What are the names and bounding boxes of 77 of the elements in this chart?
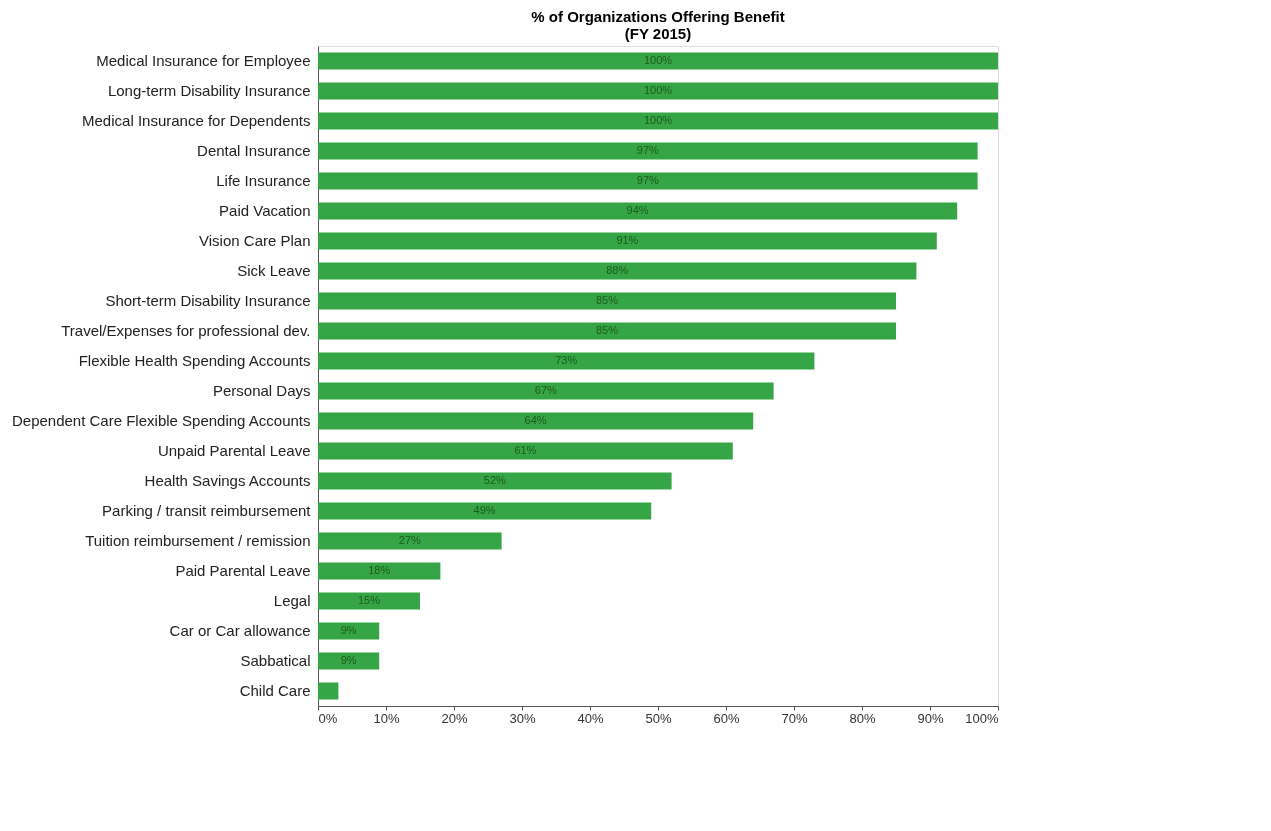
x-tick-label: 50% xyxy=(645,710,672,726)
data-label: 100% xyxy=(643,54,673,66)
y-tick-label: Health Savings Accounts xyxy=(144,472,311,489)
x-tick-label: 30% xyxy=(509,710,536,726)
bar xyxy=(318,352,815,370)
x-tick-label: 20% xyxy=(441,710,468,726)
bar xyxy=(318,322,896,340)
bar xyxy=(318,592,420,610)
x-tick-label: 70% xyxy=(781,710,808,726)
data-label: 85% xyxy=(595,324,619,336)
bar xyxy=(318,262,917,280)
data-label: 97% xyxy=(636,174,660,186)
x-tick-label: 0% xyxy=(318,710,338,726)
y-tick-label: Parking / transit reimbursement xyxy=(102,502,312,519)
bar xyxy=(318,52,998,70)
y-tick-label: Vision Care Plan xyxy=(199,232,311,249)
bar xyxy=(318,682,339,700)
y-tick-label: Sick Leave xyxy=(237,262,311,279)
bar xyxy=(318,472,672,490)
y-tick-label: Tuition reimbursement / remission xyxy=(85,532,311,549)
y-tick-label: Medical Insurance for Employee xyxy=(96,52,311,69)
data-label: 97% xyxy=(636,144,660,156)
data-label: 52% xyxy=(483,474,507,486)
y-tick-label: Sabbatical xyxy=(240,652,311,669)
bar xyxy=(318,142,978,160)
bar xyxy=(318,232,937,250)
x-tick-label: 10% xyxy=(373,710,400,726)
bar xyxy=(318,532,502,550)
data-label: 64% xyxy=(524,414,547,426)
bar xyxy=(318,202,958,220)
data-label: 88% xyxy=(606,264,629,276)
data-label: 9% xyxy=(340,624,357,636)
y-tick-label: Child Care xyxy=(239,682,311,699)
bar xyxy=(318,82,998,100)
bar xyxy=(318,382,774,400)
x-tick-label: 40% xyxy=(577,710,604,726)
y-tick-label: Life Insurance xyxy=(216,172,311,189)
data-label: 27% xyxy=(398,534,422,546)
y-tick-label: Flexible Health Spending Accounts xyxy=(78,352,311,369)
bar xyxy=(318,292,896,310)
data-label: 73% xyxy=(555,354,578,366)
bar xyxy=(318,172,978,190)
x-tick-label: 80% xyxy=(849,710,876,726)
bar xyxy=(318,112,998,130)
bar xyxy=(318,622,380,640)
data-label: 85% xyxy=(595,294,619,306)
x-tick-label: 100% xyxy=(965,710,999,726)
y-tick-label: Personal Days xyxy=(212,382,311,399)
y-tick-label: Travel/Expenses for professional dev. xyxy=(61,322,311,339)
y-tick-label: Paid Vacation xyxy=(219,202,311,219)
bar xyxy=(318,442,733,460)
data-label: 9% xyxy=(340,654,357,666)
y-tick-label: Short-term Disability Insurance xyxy=(105,292,311,309)
data-label: 67% xyxy=(534,384,558,396)
data-label: 49% xyxy=(473,504,496,516)
y-tick-label: Legal xyxy=(273,592,311,609)
data-label: 94% xyxy=(626,204,649,216)
x-tick-label: 90% xyxy=(917,710,944,726)
chart-title: % of Organizations Offering Benefit (FY 2015) xyxy=(531,8,785,42)
data-label: 61% xyxy=(514,444,537,456)
bar xyxy=(318,652,380,670)
y-tick-label: Car or Car allowance xyxy=(169,622,311,639)
data-label: 15% xyxy=(357,594,381,606)
y-tick-label: Long-term Disability Insurance xyxy=(107,82,311,99)
x-tick-label: 60% xyxy=(713,710,740,726)
y-tick-label: Medical Insurance for Dependents xyxy=(82,112,311,129)
data-label: 100% xyxy=(643,84,673,96)
bar xyxy=(318,412,754,430)
bar xyxy=(318,502,652,520)
data-label: 91% xyxy=(616,234,639,246)
y-tick-label: Dental Insurance xyxy=(197,142,311,159)
bar xyxy=(318,562,441,580)
data-label: 100% xyxy=(643,114,673,126)
y-tick-label: Dependent Care Flexible Spending Accounts xyxy=(11,412,311,429)
y-tick-label: Paid Parental Leave xyxy=(175,562,311,579)
data-label: 18% xyxy=(368,564,391,576)
y-tick-label: Unpaid Parental Leave xyxy=(157,442,311,459)
